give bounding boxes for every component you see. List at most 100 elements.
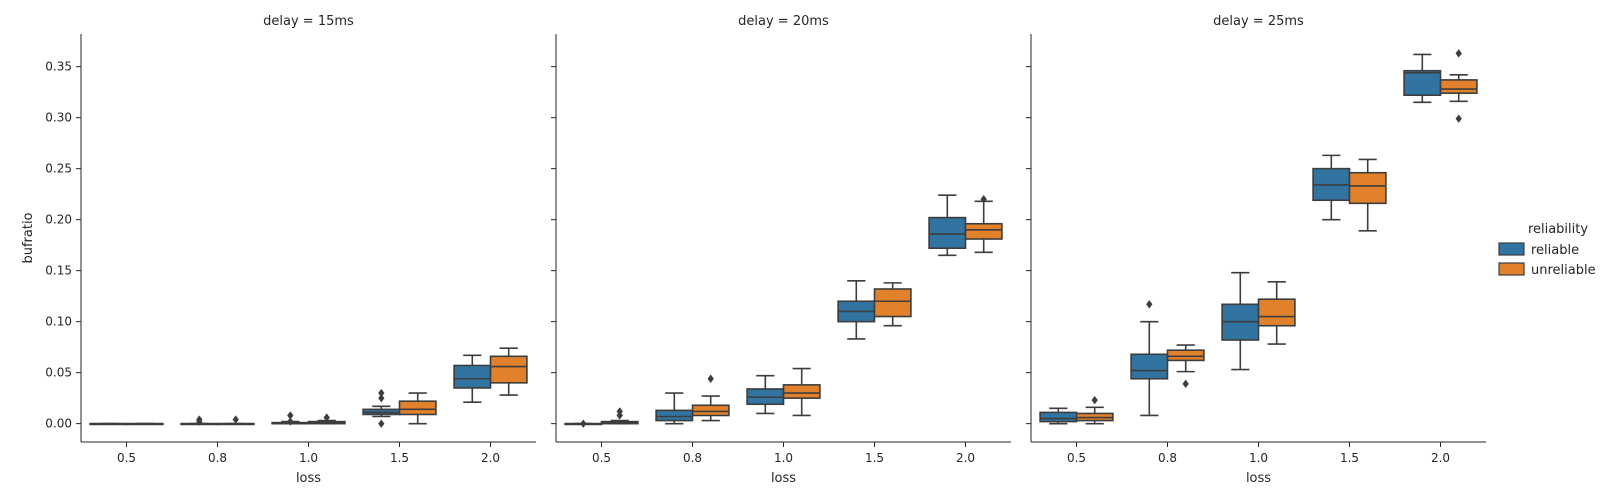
- outlier-point: [378, 419, 385, 428]
- y-tick-label: 0.20: [45, 213, 72, 227]
- legend: reliability reliable unreliable: [1498, 222, 1596, 278]
- y-tick-label: 0.30: [45, 111, 72, 125]
- box-unreliable-0.5: [125, 422, 164, 426]
- x-tick-label: 2.0: [956, 451, 975, 465]
- outlier-point: [1455, 49, 1462, 58]
- box-unreliable-0.5: [1075, 395, 1114, 425]
- outlier-point: [616, 411, 623, 420]
- x-tick-label: 1.0: [774, 451, 793, 465]
- box-unreliable-1.5: [1348, 158, 1387, 232]
- box-body: [964, 222, 1003, 240]
- box-body: [782, 384, 821, 399]
- box-unreliable-2.0: [1439, 49, 1478, 123]
- outlier-point: [1091, 395, 1098, 405]
- box-reliable-2.0: [453, 354, 492, 404]
- box-body: [928, 216, 967, 250]
- x-tick-label: 1.5: [1340, 451, 1359, 465]
- box-body: [453, 364, 492, 389]
- box-reliable-0.8: [655, 392, 694, 425]
- x-axis-label: loss: [771, 471, 796, 486]
- box-unreliable-1.0: [782, 367, 821, 417]
- box-body: [1439, 79, 1478, 94]
- outlier-point: [707, 374, 714, 383]
- legend-swatch-reliable: [1498, 242, 1525, 256]
- box-unreliable-2.0: [489, 347, 528, 396]
- box-unreliable-0.8: [1166, 344, 1205, 389]
- x-tick-label: 1.5: [865, 451, 884, 465]
- box-body: [691, 404, 730, 417]
- x-tick-label: 1.0: [1249, 451, 1268, 465]
- box-reliable-0.5: [564, 419, 603, 428]
- legend-title: reliability: [1528, 222, 1588, 237]
- outlier-point: [1182, 379, 1189, 389]
- box-reliable-0.5: [89, 422, 128, 426]
- box-body: [1348, 171, 1387, 205]
- box-reliable-1.0: [1221, 271, 1260, 371]
- y-tick-label: 0.10: [45, 315, 72, 329]
- box-unreliable-0.8: [216, 415, 255, 426]
- box-unreliable-1.0: [1257, 281, 1296, 345]
- box-body: [1130, 353, 1169, 380]
- box-unreliable-2.0: [964, 195, 1003, 254]
- legend-swatch-unreliable: [1498, 262, 1525, 276]
- x-tick-label: 1.0: [299, 451, 318, 465]
- box-reliable-1.0: [271, 411, 310, 426]
- facets-layer: delay = 15ms 0.00 0.05 0.10 0.15 0.20 0.25 0.30…: [21, 14, 1486, 486]
- legend-label-reliable: reliable: [1531, 243, 1579, 258]
- x-tick-label: 2.0: [1431, 451, 1450, 465]
- box-unreliable-0.8: [691, 374, 730, 422]
- box-reliable-2.0: [1403, 53, 1442, 104]
- x-tick-label: 1.5: [390, 451, 409, 465]
- outlier-point: [980, 195, 987, 204]
- box-body: [489, 355, 528, 384]
- x-tick-label: 0.5: [1067, 451, 1086, 465]
- x-tick-label: 0.8: [1158, 451, 1177, 465]
- x-tick-label: 2.0: [481, 451, 500, 465]
- facet-panel-2: delay = 20ms 0.5 0.8 1.0 1.5 2.0 loss: [551, 14, 1011, 486]
- outlier-point: [378, 388, 385, 398]
- outlier-point: [287, 417, 294, 426]
- box-body: [1039, 411, 1078, 423]
- box-body: [1257, 298, 1296, 327]
- box-body: [1403, 69, 1442, 97]
- outlier-point: [323, 413, 330, 422]
- x-tick-label: 0.8: [208, 451, 227, 465]
- box-unreliable-1.5: [873, 282, 912, 327]
- box-reliable-1.5: [837, 280, 876, 340]
- outlier-point: [378, 393, 385, 403]
- box-reliable-1.0: [746, 374, 785, 415]
- x-tick-label: 0.8: [683, 451, 702, 465]
- box-unreliable-1.5: [398, 392, 437, 425]
- box-body: [655, 409, 694, 422]
- box-body: [873, 288, 912, 318]
- box-unreliable-0.5: [600, 407, 639, 425]
- x-axis-label: loss: [296, 471, 321, 486]
- box-reliable-1.5: [362, 388, 401, 428]
- box-unreliable-1.0: [307, 413, 346, 425]
- outlier-point: [232, 415, 239, 424]
- x-tick-label: 0.5: [592, 451, 611, 465]
- y-tick-label: 0.35: [45, 60, 72, 74]
- facet-panel-3: delay = 25ms 0.5 0.8 1.0 1.5 2.0 loss: [1026, 14, 1486, 486]
- outlier-point: [196, 417, 203, 426]
- y-tick-label: 0.05: [45, 366, 72, 380]
- outlier-point: [287, 411, 294, 420]
- x-tick-label: 0.5: [117, 451, 136, 465]
- outlier-point: [1455, 114, 1462, 123]
- box-reliable-0.8: [1130, 300, 1169, 417]
- facet-panel-1: delay = 15ms 0.00 0.05 0.10 0.15 0.20 0.25 0.30…: [45, 14, 536, 486]
- x-axis-label: loss: [1246, 471, 1271, 486]
- legend-label-unreliable: unreliable: [1531, 263, 1596, 278]
- y-tick-label: 0.25: [45, 162, 72, 176]
- box-reliable-0.8: [180, 415, 219, 426]
- box-reliable-0.5: [1039, 407, 1078, 425]
- y-tick-label: 0.00: [45, 417, 72, 431]
- y-tick-label: 0.15: [45, 264, 72, 278]
- box-body: [1166, 349, 1205, 362]
- box-reliable-1.5: [1312, 154, 1351, 221]
- facet-title: delay = 25ms: [1213, 14, 1304, 29]
- facet-title: delay = 20ms: [738, 14, 829, 29]
- facet-title: delay = 15ms: [263, 14, 354, 29]
- box-reliable-2.0: [928, 194, 967, 257]
